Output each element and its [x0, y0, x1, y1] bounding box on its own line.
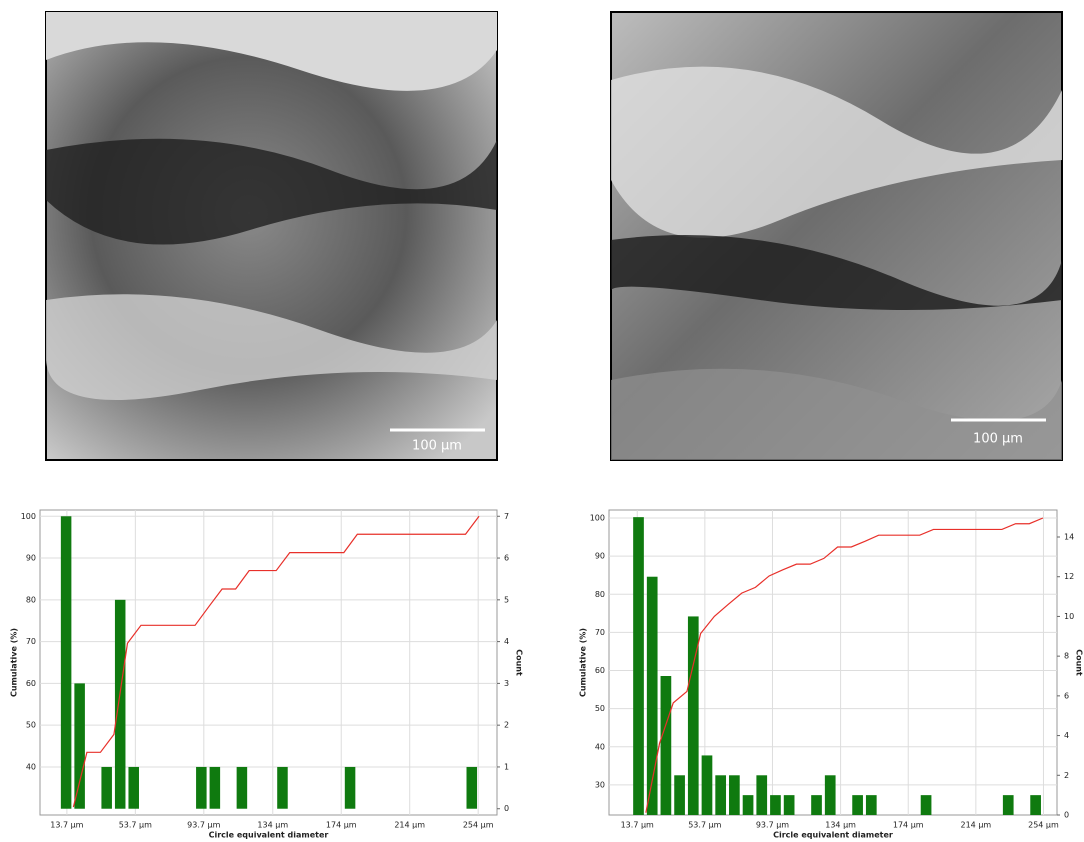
y2-tick-label: 0: [1064, 811, 1069, 820]
y2-tick-label: 1: [504, 762, 509, 771]
scale-bar-label: 100 µm: [973, 432, 1023, 447]
y2-tick-label: 2: [1064, 771, 1069, 780]
bar: [715, 775, 726, 815]
bar: [467, 767, 478, 809]
x-tick-label: 254 µm: [1028, 821, 1059, 830]
chart: 13.7 µm 53.7 µm 93.7 µm 134 µm 174 µm 214 µm 2…: [10, 510, 524, 840]
y2-tick-label: 12: [1064, 572, 1074, 581]
y2-tick-label: 3: [504, 679, 509, 688]
y-tick-label: 60: [595, 666, 605, 675]
y-axis-title: Cumulative (%): [10, 628, 19, 697]
bar: [674, 775, 685, 815]
x-tick-label: 53.7 µm: [119, 821, 152, 830]
bar: [756, 775, 767, 815]
y2-tick-label: 8: [1064, 652, 1069, 661]
bar: [852, 795, 863, 815]
x-axis-title: Circle equivalent diameter: [209, 831, 329, 840]
x-tick-label: 93.7 µm: [187, 821, 220, 830]
y-axis-title: Cumulative (%): [579, 628, 588, 697]
bar: [1030, 795, 1041, 815]
bar: [633, 517, 644, 815]
bar: [866, 795, 877, 815]
y2-tick-label: 2: [504, 721, 509, 730]
y-tick-label: 50: [26, 721, 36, 730]
y2-tick-label: 4: [504, 637, 509, 646]
y-tick-label: 50: [595, 704, 605, 713]
y2-axis-title: Count: [515, 649, 524, 676]
y2-tick-label: 14: [1064, 533, 1074, 542]
x-tick-label: 134 µm: [257, 821, 288, 830]
bar: [743, 795, 754, 815]
bar: [74, 683, 85, 808]
y2-tick-label: 5: [504, 595, 509, 604]
bar: [196, 767, 207, 809]
y-tick-label: 70: [595, 628, 605, 637]
x-tick-label: 13.7 µm: [621, 821, 654, 830]
sem-image: 100 µm: [611, 12, 1062, 460]
y-tick-label: 70: [26, 637, 36, 646]
figure: 100 µm 100 µm 13.7 µm 53.7 µm 93.7 µm 134 µ…: [0, 0, 1084, 842]
y-tick-label: 100: [21, 512, 36, 521]
bar: [825, 775, 836, 815]
y2-tick-label: 10: [1064, 612, 1074, 621]
y-tick-label: 40: [595, 742, 605, 751]
y-tick-label: 90: [26, 554, 36, 563]
y-tick-label: 80: [595, 590, 605, 599]
bar: [277, 767, 288, 809]
chart: 13.7 µm 53.7 µm 93.7 µm 134 µm 174 µm 214 µm 2…: [579, 510, 1084, 840]
x-axis-title: Circle equivalent diameter: [773, 831, 893, 840]
bar: [921, 795, 932, 815]
scale-bar-label: 100 µm: [412, 439, 462, 454]
y2-tick-label: 6: [504, 554, 509, 563]
bar: [1003, 795, 1014, 815]
bar: [237, 767, 248, 809]
x-tick-label: 214 µm: [961, 821, 992, 830]
x-tick-label: 174 µm: [893, 821, 924, 830]
y-tick-label: 40: [26, 762, 36, 771]
bar: [128, 767, 139, 809]
bar: [702, 755, 713, 815]
y-tick-label: 60: [26, 679, 36, 688]
bar: [729, 775, 740, 815]
y-tick-label: 90: [595, 552, 605, 561]
y2-axis-title: Count: [1075, 649, 1084, 676]
x-tick-label: 174 µm: [326, 821, 357, 830]
bar: [345, 767, 356, 809]
bar: [210, 767, 221, 809]
bar: [661, 676, 672, 815]
y-tick-label: 80: [26, 595, 36, 604]
bar: [784, 795, 795, 815]
y2-tick-label: 6: [1064, 691, 1069, 700]
x-tick-label: 254 µm: [463, 821, 494, 830]
bar: [811, 795, 822, 815]
bar: [101, 767, 112, 809]
bar: [115, 600, 126, 809]
x-tick-label: 134 µm: [825, 821, 856, 830]
x-tick-label: 53.7 µm: [688, 821, 721, 830]
sem-image: 100 µm: [46, 12, 497, 460]
y-tick-label: 100: [590, 514, 605, 523]
x-tick-label: 93.7 µm: [756, 821, 789, 830]
bar: [61, 516, 72, 808]
figure-canvas: 100 µm 100 µm 13.7 µm 53.7 µm 93.7 µm 134 µ…: [0, 0, 1084, 842]
y2-tick-label: 7: [504, 512, 509, 521]
bar: [770, 795, 781, 815]
y2-tick-label: 0: [504, 804, 509, 813]
y2-tick-label: 4: [1064, 731, 1069, 740]
x-tick-label: 13.7 µm: [50, 821, 83, 830]
x-tick-label: 214 µm: [394, 821, 425, 830]
y-tick-label: 30: [595, 780, 605, 789]
